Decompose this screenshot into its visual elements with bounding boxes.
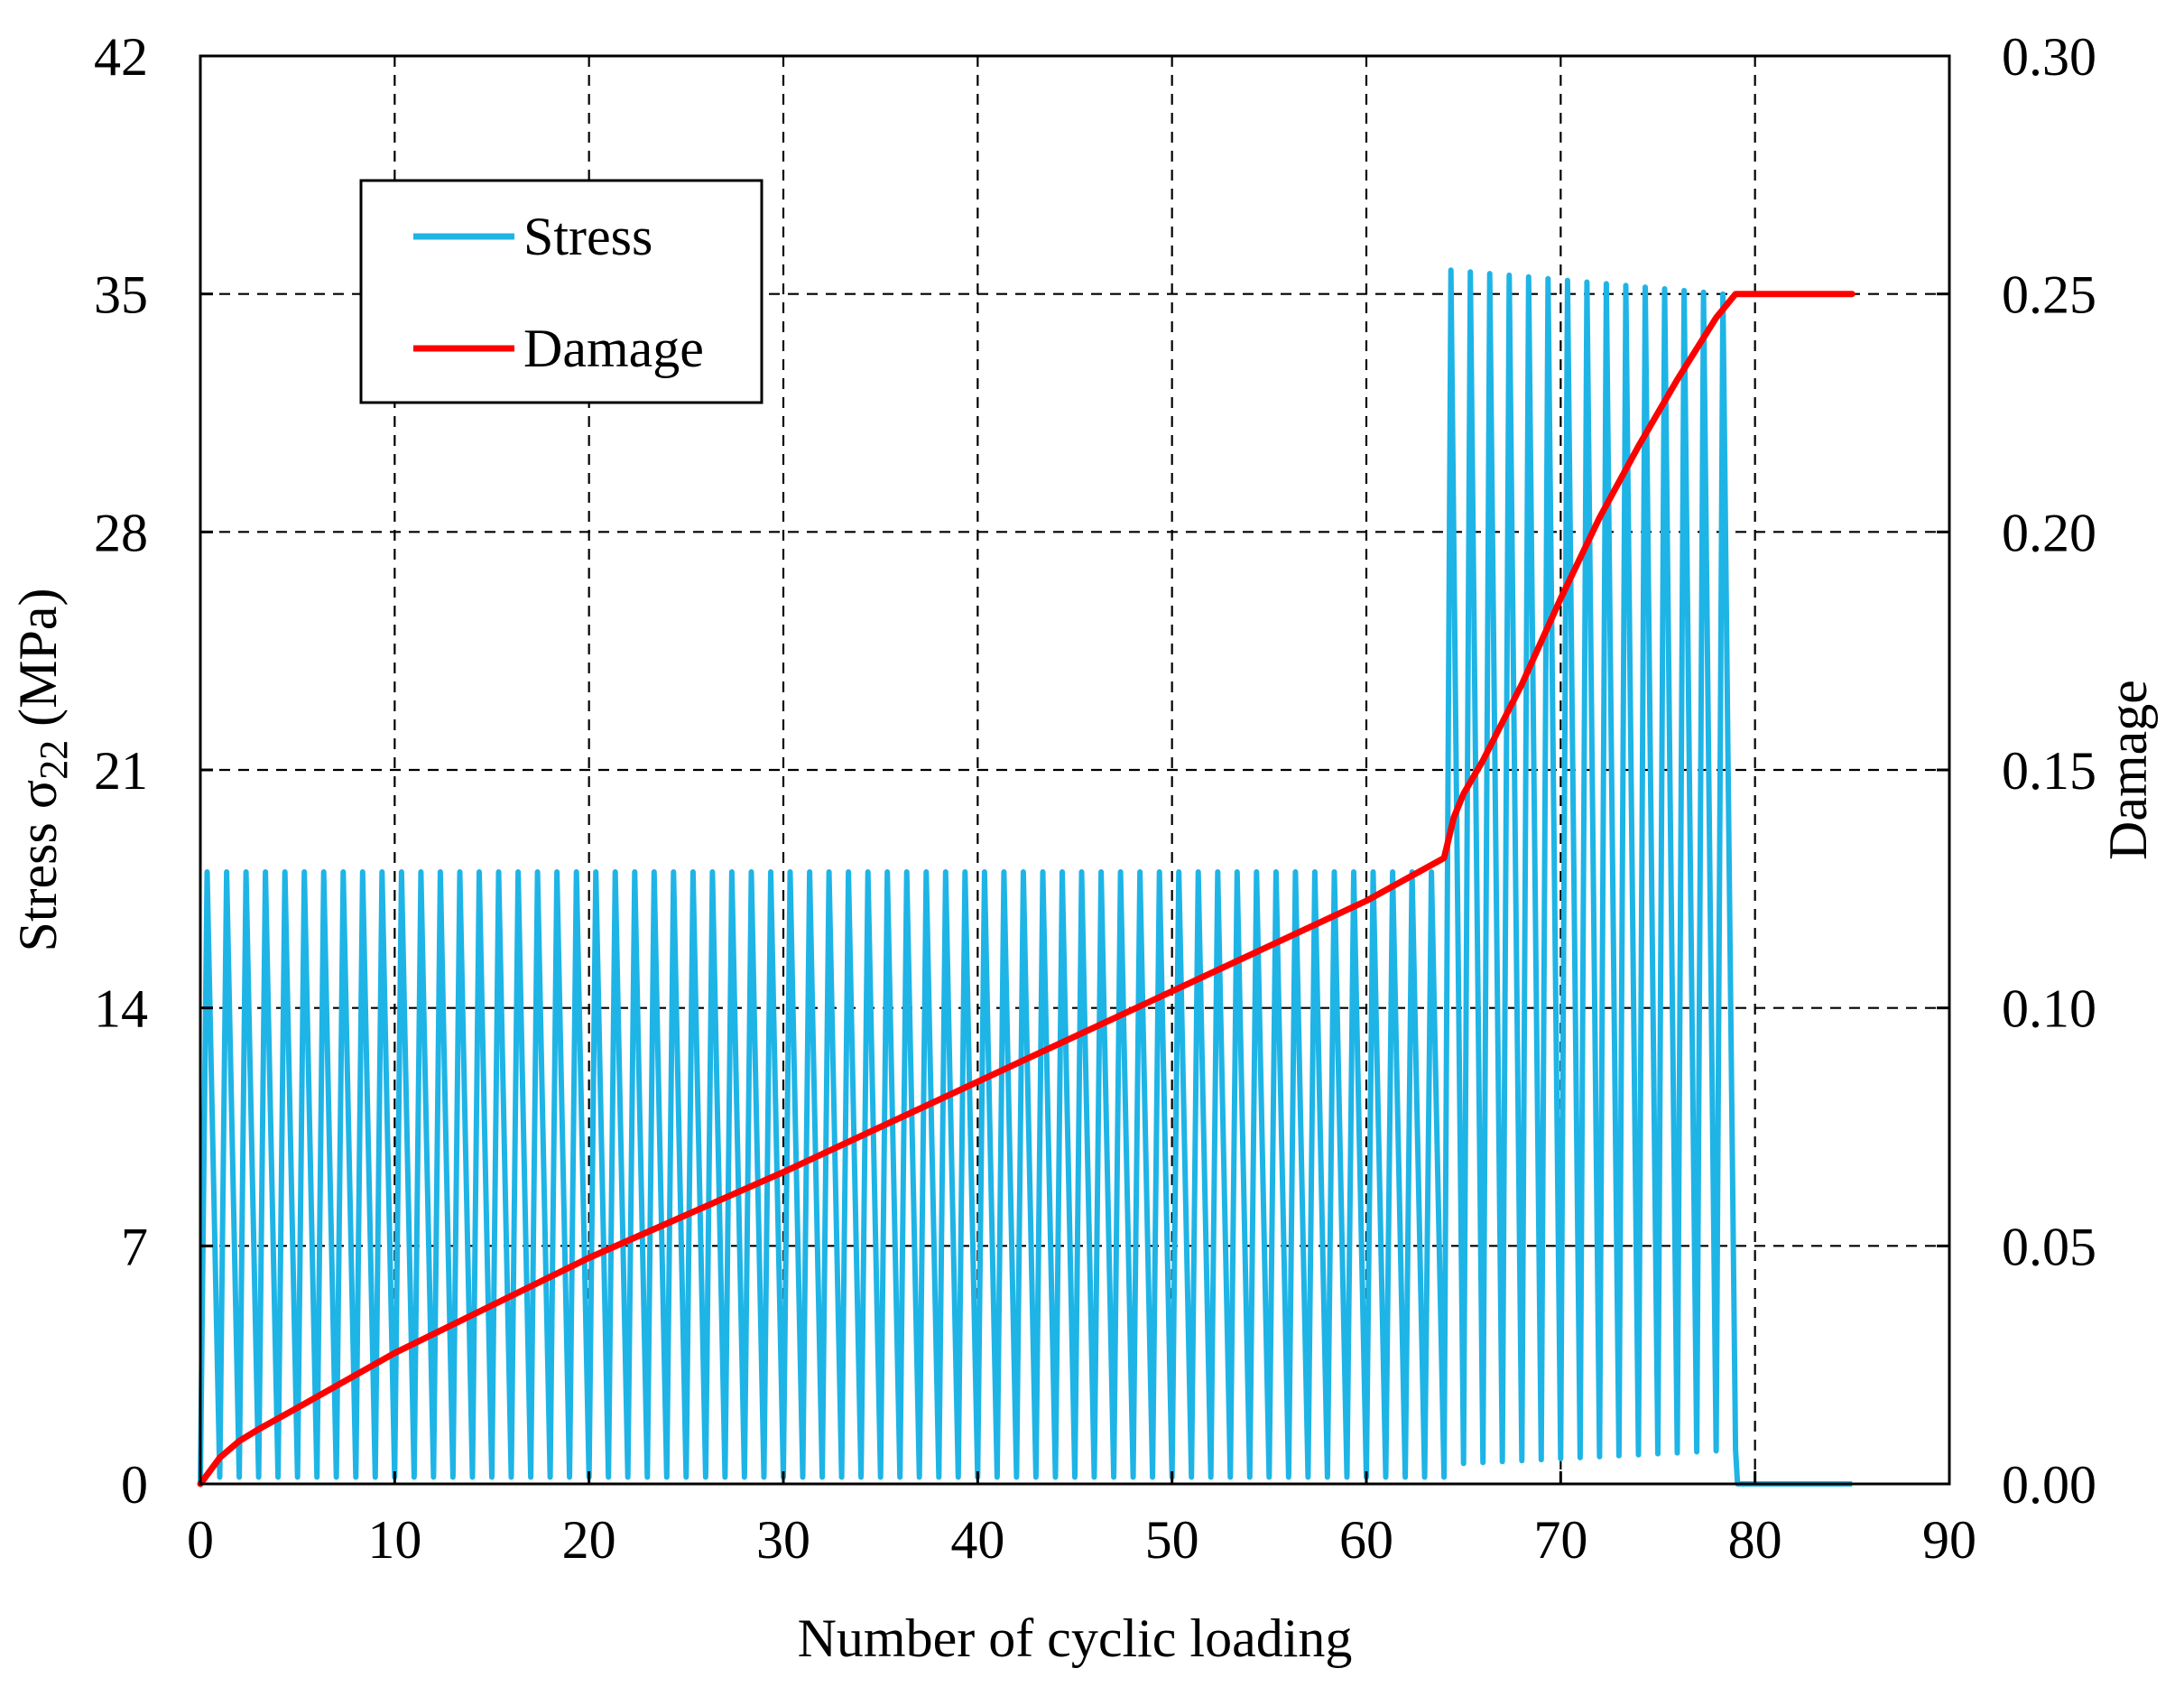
x-tick-label: 20 [562,1510,616,1570]
y-right-tick-label: 0.00 [2002,1455,2096,1515]
y-left-tick-label: 35 [94,265,148,325]
y-left-tick-label: 28 [94,503,148,562]
y-left-tick-label: 7 [121,1217,148,1276]
x-tick-label: 90 [1922,1510,1976,1570]
y-right-tick-label: 0.20 [2002,503,2096,562]
y-right-tick-labels: 0.00 0.05 0.10 0.15 0.20 0.25 0.30 [2002,27,2096,1515]
legend-box [359,179,763,404]
y-right-tick-label: 0.30 [2002,27,2096,87]
y-right-tick-label: 0.15 [2002,741,2096,801]
x-tick-label: 0 [187,1510,214,1570]
x-tick-label: 70 [1533,1510,1587,1570]
damage-series [197,291,1855,1488]
x-tick-label: 80 [1728,1510,1782,1570]
x-tick-label: 50 [1145,1510,1199,1570]
y-left-tick-label: 21 [94,741,148,801]
y-right-tick-label: 0.10 [2002,979,2096,1039]
y-right-axis-title: Damage [2098,680,2158,860]
x-tick-label: 60 [1339,1510,1393,1570]
x-tick-label: 40 [950,1510,1004,1570]
ticks [199,54,1951,1486]
y-left-axis-title-subscript: 22 [32,740,76,780]
y-left-tick-label: 0 [121,1455,148,1515]
y-left-axis-title-prefix: Stress σ [8,780,68,952]
x-tick-label: 30 [756,1510,810,1570]
x-tick-labels: 0 10 20 30 40 50 60 70 80 90 [187,1510,1976,1570]
x-axis-title: Number of cyclic loading [798,1608,1353,1668]
damage-line [197,291,1855,1488]
y-right-tick-label: 0.25 [2002,265,2096,325]
y-left-tick-label: 42 [94,27,148,87]
y-left-axis-title-suffix: (MPa) [8,588,68,739]
y-left-tick-label: 14 [94,979,148,1039]
legend-label-damage: Damage [523,319,704,378]
y-left-axis-title: Stress σ22 (MPa) [8,588,76,951]
x-tick-label: 10 [367,1510,421,1570]
legend: Stress Damage [359,179,763,404]
y-right-tick-label: 0.05 [2002,1217,2096,1276]
legend-label-stress: Stress [523,207,652,266]
y-left-tick-labels: 0 7 14 21 28 35 42 [94,27,148,1515]
